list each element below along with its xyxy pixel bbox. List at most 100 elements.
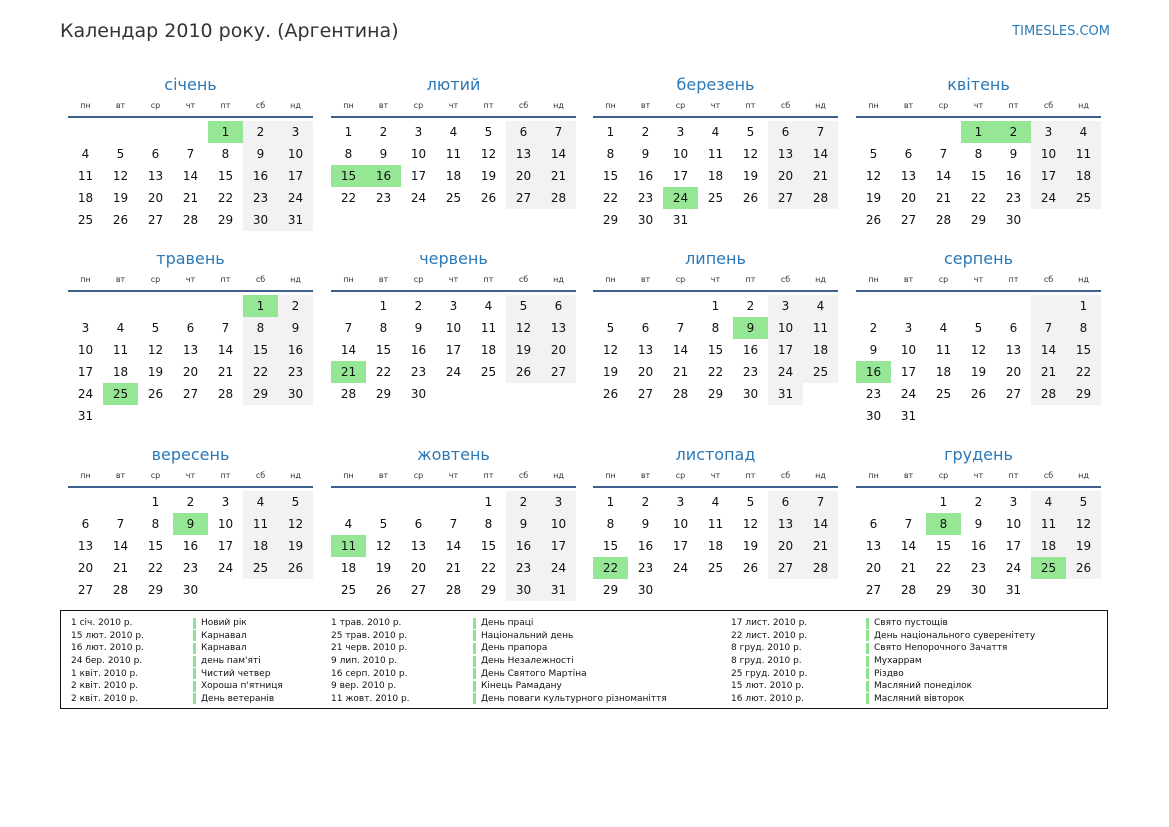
empty-day-cell [733, 209, 768, 231]
day-cell: 9 [641, 517, 650, 531]
day-cell: 24 [1005, 561, 1022, 575]
day-cell: 23 [742, 365, 759, 379]
day-cell: 17 [77, 365, 94, 379]
day-cell: 24 [77, 387, 94, 401]
day-cell: 4 [116, 321, 125, 335]
holiday-date: 11 жовт. 2010 р. [331, 693, 410, 704]
legend-row: 24 бер. 2010 р. день пам'яті [71, 655, 283, 668]
holiday-name: Масляний вівторок [874, 693, 965, 704]
day-cell: 27 [147, 213, 164, 227]
day-cell: 18 [112, 365, 129, 379]
day-cell: 22 [970, 191, 987, 205]
holiday-marker [473, 668, 476, 680]
day-cell: 4 [81, 147, 90, 161]
day-cell: 1 [344, 125, 353, 139]
day-cell: 31 [541, 579, 576, 601]
day-cell: 19 [506, 339, 541, 361]
holiday-name: Карнавал [201, 630, 247, 641]
day-cell: 20 [410, 561, 427, 575]
day-cell: 17 [768, 339, 803, 361]
day-cell: 29 [147, 583, 164, 597]
day-cell: 28 [900, 583, 917, 597]
weekday-label: чт [448, 275, 459, 284]
day-cell: 28 [445, 583, 462, 597]
holiday-name: день пам'яті [201, 656, 261, 667]
weekday-header: пн вт ср чт пт сб нд [593, 273, 838, 292]
day-cell: 18 [445, 169, 462, 183]
month-name: грудень [944, 445, 1013, 464]
day-cell: 28 [112, 583, 129, 597]
empty-day-cell [243, 579, 278, 601]
holiday-day-cell: 9 [733, 317, 768, 339]
day-cell: 11 [935, 343, 952, 357]
weekday-label: пн [868, 471, 879, 480]
legend-row: 22 лист. 2010 р. День національного сувер… [731, 630, 1035, 643]
day-cell: 30 [970, 583, 987, 597]
day-cell: 28 [1031, 383, 1066, 405]
day-cell: 3 [676, 125, 685, 139]
day-cell: 2 [186, 495, 195, 509]
day-cell: 5 [1066, 491, 1101, 513]
weekday-label: ср [413, 471, 424, 480]
day-cell: 6 [186, 321, 195, 335]
day-cell: 25 [340, 583, 357, 597]
holiday-day-cell: 22 [593, 557, 628, 579]
days-grid: 1 2 3 4 5 6 7 8 9 10 11 12 13 14 15 16 17 18 19 20 21 22 23 24 2… [856, 295, 1101, 427]
weekday-label: сб [1043, 471, 1054, 480]
holiday-date: 15 лют. 2010 р. [731, 681, 804, 692]
month-name: травень [156, 249, 225, 268]
empty-day-cell [436, 383, 471, 405]
weekday-label: вт [378, 471, 389, 480]
holiday-name: Новий рік [201, 618, 247, 629]
empty-day-cell [103, 405, 138, 427]
day-cell: 14 [541, 143, 576, 165]
holiday-marker [866, 617, 869, 629]
holiday-date: 2 квіт. 2010 р. [71, 681, 139, 692]
day-cell: 6 [81, 517, 90, 531]
day-cell: 15 [243, 339, 278, 361]
day-cell: 11 [77, 169, 94, 183]
day-cell: 16 [182, 539, 199, 553]
day-cell: 16 [742, 343, 759, 357]
day-cell: 25 [707, 191, 724, 205]
day-cell: 14 [217, 343, 234, 357]
day-cell: 19 [147, 365, 164, 379]
weekday-label: пт [745, 275, 756, 284]
day-cell: 21 [1031, 361, 1066, 383]
day-cell: 7 [1031, 317, 1066, 339]
site-link[interactable]: TIMESLES.COM [1012, 24, 1110, 39]
day-cell: 31 [278, 209, 313, 231]
holiday-date: 8 груд. 2010 р. [731, 643, 802, 654]
empty-day-cell [698, 579, 733, 601]
empty-day-cell [663, 295, 698, 317]
day-cell: 29 [602, 213, 619, 227]
weekday-label: пн [80, 101, 91, 110]
day-cell: 17 [672, 539, 689, 553]
empty-day-cell [593, 295, 628, 317]
holiday-name: День поваги культурного різноманіття [481, 693, 667, 704]
day-cell: 29 [935, 583, 952, 597]
empty-day-cell [436, 491, 471, 513]
day-cell: 8 [484, 517, 493, 531]
empty-day-cell [68, 491, 103, 513]
month-9: вересень пн вт ср чт пт сб нд 1 2 3 4 5 6 7 8 9 10 11 12 13 1… [68, 445, 313, 601]
day-cell: 28 [541, 187, 576, 209]
day-cell: 11 [1031, 513, 1066, 535]
day-cell: 15 [970, 169, 987, 183]
holiday-day-cell: 1 [961, 121, 996, 143]
weekday-label: пт [1008, 101, 1019, 110]
weekday-header: пн вт ср чт пт сб нд [331, 469, 576, 488]
weekday-label: пн [605, 275, 616, 284]
day-cell: 12 [1066, 513, 1101, 535]
weekday-header: пн вт ср чт пт сб нд [331, 99, 576, 118]
day-cell: 12 [375, 539, 392, 553]
day-cell: 12 [865, 169, 882, 183]
weekday-label: пн [605, 101, 616, 110]
day-cell: 7 [116, 517, 125, 531]
day-cell: 9 [414, 321, 423, 335]
day-cell: 11 [445, 147, 462, 161]
day-cell: 21 [935, 191, 952, 205]
day-cell: 1 [606, 125, 615, 139]
weekday-label: нд [290, 275, 301, 284]
month-12: грудень пн вт ср чт пт сб нд 1 2 3 4 5 6 7 8 9 10 11 12 13 14… [856, 445, 1101, 601]
